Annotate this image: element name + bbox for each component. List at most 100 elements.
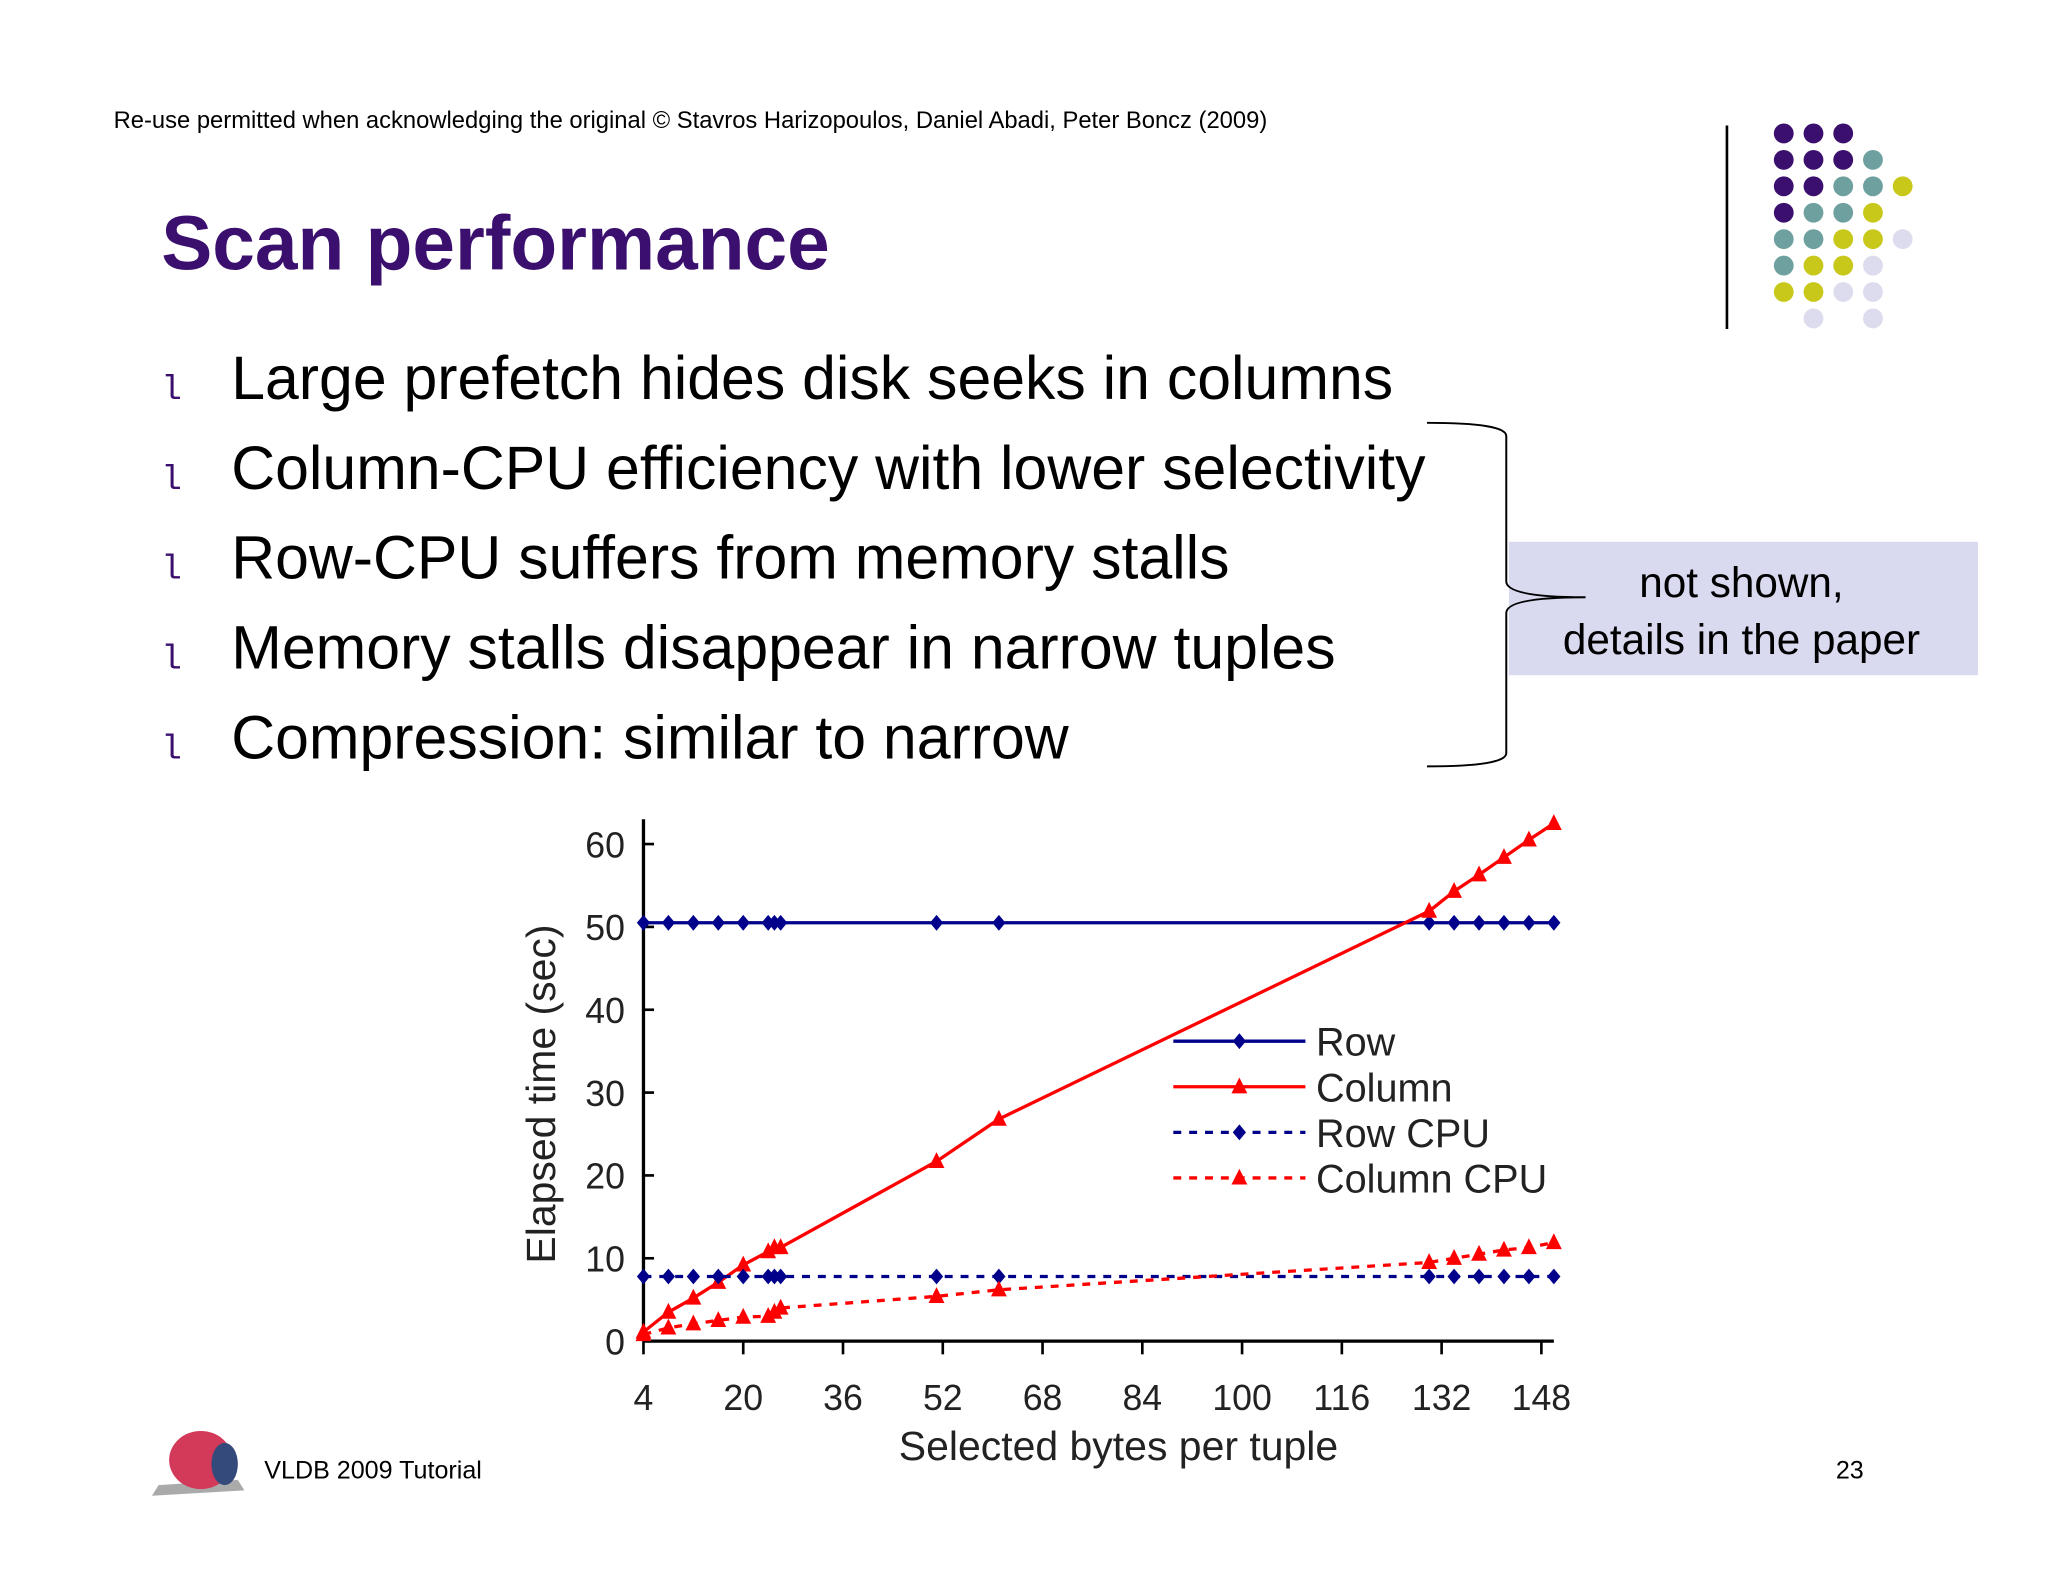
data-point: [1472, 1268, 1486, 1285]
callout-text: not shown,: [1639, 559, 1843, 606]
legend-label: Row: [1316, 1021, 1396, 1065]
bullet-marker: l: [161, 730, 182, 769]
dot: [1833, 176, 1854, 197]
data-point: [1545, 814, 1562, 830]
data-point: [760, 1242, 777, 1259]
data-point: [928, 1152, 945, 1168]
data-point: [636, 914, 651, 931]
y-tick-label: 0: [605, 1322, 625, 1362]
x-tick-label: 84: [1122, 1378, 1162, 1418]
x-tick-label: 148: [1512, 1378, 1572, 1418]
page-number: 23: [1836, 1457, 1864, 1485]
dot: [1773, 149, 1794, 170]
data-point: [1421, 1253, 1438, 1270]
data-point: [1522, 1268, 1536, 1285]
legend-marker: [1231, 1077, 1248, 1094]
decor-dots: [1773, 123, 1913, 329]
dot: [1833, 282, 1854, 302]
data-point: [1545, 1233, 1562, 1250]
bullet-marker: l: [161, 641, 182, 680]
data-point: [990, 1109, 1007, 1126]
data-point: [1446, 1249, 1463, 1265]
dot: [1863, 229, 1883, 250]
y-axis-label: Elapsed time (sec): [518, 924, 564, 1263]
data-point: [1422, 914, 1436, 931]
dot: [1803, 308, 1824, 329]
y-tick-label: 30: [585, 1074, 625, 1114]
data-point: [772, 1238, 789, 1255]
legend-label: Column: [1316, 1066, 1453, 1110]
legend-marker: [1232, 1124, 1246, 1141]
dot: [1892, 176, 1913, 197]
x-tick-label: 68: [1023, 1378, 1063, 1418]
dot: [1863, 149, 1883, 170]
data-point: [661, 914, 676, 931]
dot: [1833, 123, 1854, 144]
x-tick-label: 132: [1412, 1378, 1471, 1418]
data-point: [635, 1325, 652, 1342]
dot: [1773, 202, 1794, 223]
copyright: Re-use permitted when acknowledging the …: [114, 107, 1268, 134]
data-point: [929, 1268, 944, 1285]
data-point: [735, 1307, 752, 1324]
data-point: [736, 914, 750, 931]
data-point: [1422, 1268, 1436, 1285]
chart: 0 10 20 30 40 50 60 4 20 36 52 68 84 100 116 132 148 Sele…: [518, 814, 1571, 1469]
data-point: [686, 1268, 700, 1285]
dot: [1803, 255, 1824, 276]
dot: [1863, 202, 1883, 223]
data-point: [636, 1268, 651, 1285]
callout-box: [1508, 541, 1978, 676]
y-tick-label: 10: [585, 1239, 625, 1279]
x-axis-label: Selected bytes per tuple: [899, 1423, 1338, 1469]
dot: [1773, 282, 1794, 302]
series-line: [643, 1240, 1555, 1337]
data-point: [992, 914, 1006, 931]
dot: [1863, 176, 1883, 197]
bullet-marker: l: [161, 551, 182, 590]
y-tick-label: 40: [585, 991, 625, 1031]
dot: [1863, 255, 1883, 276]
bullet-text: Column-CPU efficiency with lower selecti…: [231, 434, 1426, 502]
bullet-marker: l: [161, 371, 182, 410]
legend-label: Column CPU: [1316, 1157, 1547, 1201]
data-point: [711, 1268, 725, 1285]
data-point: [660, 1318, 677, 1335]
dot: [1803, 149, 1824, 170]
legend-label: Row CPU: [1316, 1112, 1490, 1156]
data-point: [710, 1311, 727, 1328]
x-tick-label: 100: [1212, 1378, 1272, 1418]
dot: [1773, 176, 1794, 197]
data-point: [686, 914, 700, 931]
dot: [1803, 229, 1824, 250]
data-point: [1520, 830, 1537, 847]
dot: [1863, 282, 1883, 302]
data-point: [661, 1268, 676, 1285]
dot: [1833, 255, 1854, 276]
dot: [1833, 202, 1854, 223]
data-point: [1497, 1268, 1511, 1285]
data-point: [766, 1302, 783, 1319]
brace: [1427, 421, 1586, 768]
data-point: [772, 1298, 789, 1315]
bullet-text: Row-CPU suffers from memory stalls: [231, 524, 1229, 592]
data-point: [1421, 901, 1438, 918]
data-point: [1547, 1268, 1561, 1285]
slide-title: Scan performance: [161, 202, 830, 287]
legend-marker: [1232, 1033, 1246, 1050]
data-point: [1446, 882, 1463, 898]
dot: [1803, 282, 1824, 302]
data-point: [929, 914, 944, 931]
data-point: [711, 914, 725, 931]
legend-marker: [1231, 1168, 1248, 1185]
data-point: [990, 1280, 1007, 1297]
data-point: [1447, 914, 1461, 931]
data-point: [1496, 1240, 1512, 1257]
x-tick-label: 4: [634, 1378, 654, 1418]
data-point: [928, 1287, 945, 1303]
dot: [1773, 229, 1794, 250]
data-point: [1497, 914, 1511, 931]
dot: [1773, 123, 1794, 144]
data-point: [1496, 848, 1512, 864]
data-point: [760, 1307, 777, 1323]
